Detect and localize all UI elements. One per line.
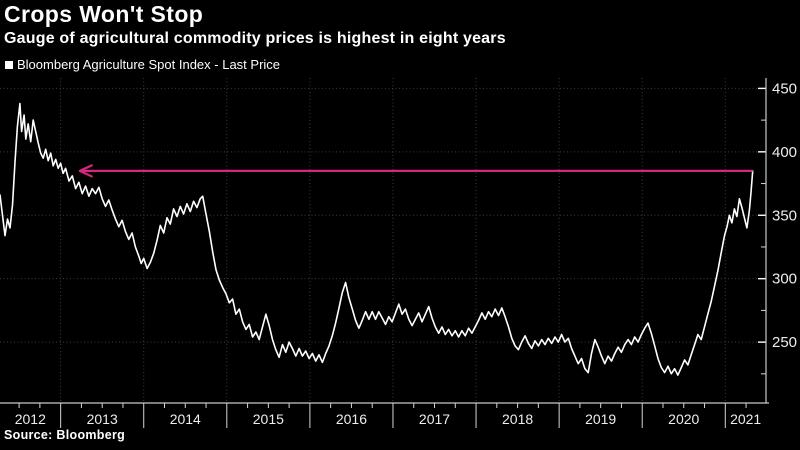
legend: Bloomberg Agriculture Spot Index - Last … [5, 57, 280, 72]
chart-subtitle: Gauge of agricultural commodity prices i… [4, 30, 506, 47]
y-axis-label: 250 [772, 334, 797, 351]
legend-square-icon [5, 60, 13, 69]
price-line [0, 102, 754, 376]
x-axis-label: 2020 [668, 411, 699, 427]
x-axis-label: 2021 [730, 411, 761, 427]
source-note: Source: Bloomberg [4, 428, 126, 442]
x-axis-label: 2016 [336, 411, 367, 427]
x-axis-label: 2018 [502, 411, 533, 427]
x-axis-label: 2019 [585, 411, 616, 427]
y-axis-label: 400 [772, 144, 797, 161]
x-axis-label: 2012 [15, 411, 46, 427]
arrowhead-left-icon [78, 164, 93, 178]
y-axis-label: 450 [772, 80, 797, 97]
y-axis-label: 350 [772, 207, 797, 224]
chart-title: Crops Won't Stop [4, 1, 204, 27]
x-axis-label: 2017 [419, 411, 450, 427]
legend-label: Bloomberg Agriculture Spot Index - Last … [17, 57, 281, 72]
y-axis-label: 300 [772, 271, 797, 288]
x-axis-label: 2014 [170, 411, 201, 427]
x-axis-label: 2015 [253, 411, 284, 427]
x-axis-label: 2013 [87, 411, 118, 427]
